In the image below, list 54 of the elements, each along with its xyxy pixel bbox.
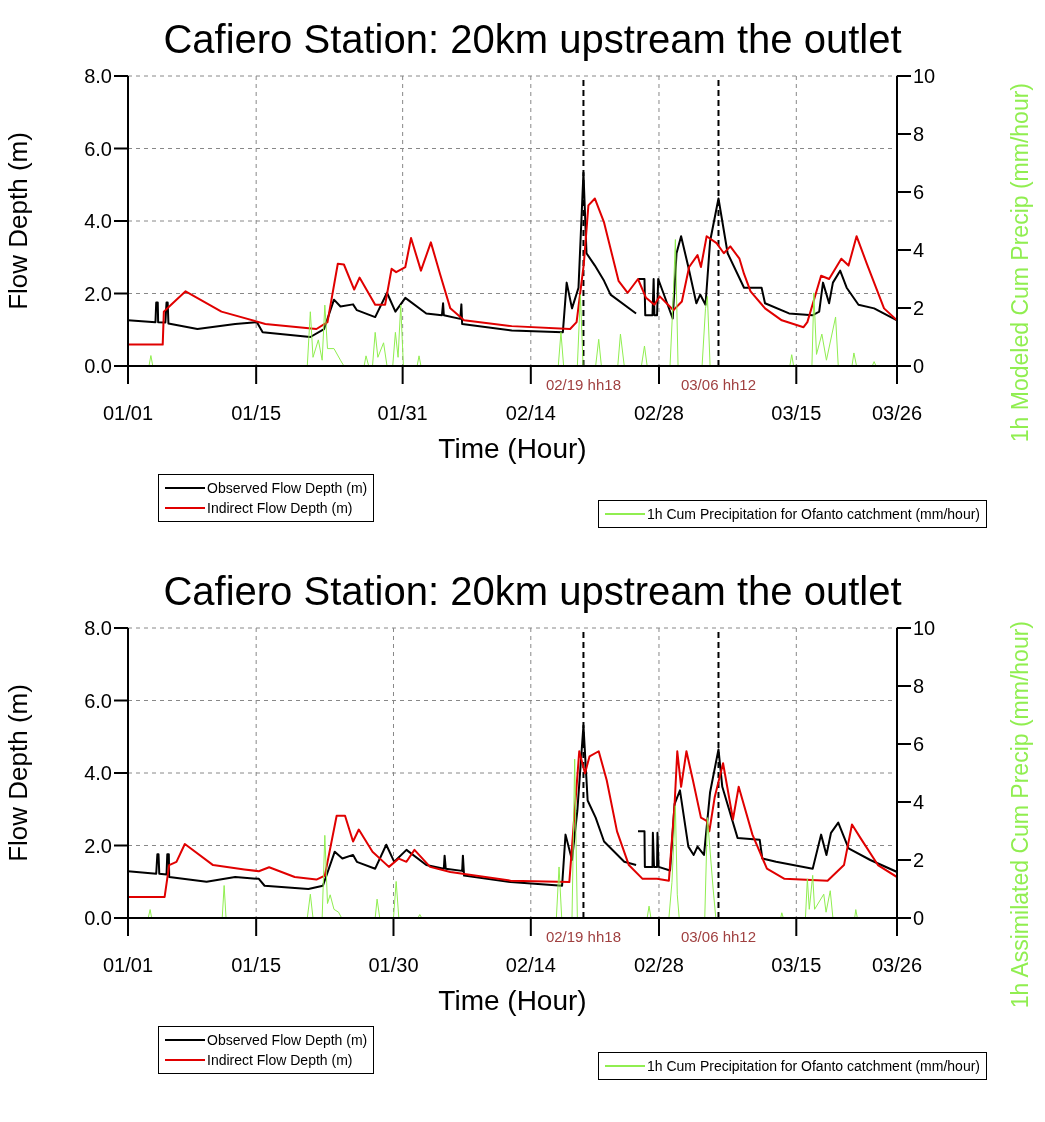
y-tick-label: 4.0 xyxy=(84,762,112,785)
y-tick-label: 0.0 xyxy=(84,907,112,930)
y2-tick-label: 4 xyxy=(913,791,925,814)
y-axis-title: Flow Depth (m) xyxy=(3,684,34,862)
y-tick-label: 6.0 xyxy=(84,689,112,712)
legend-label: Observed Flow Depth (m) xyxy=(207,1032,368,1048)
legend-label: Indirect Flow Depth (m) xyxy=(207,500,353,516)
y2-tick-label: 2 xyxy=(913,849,925,872)
legend-label: Observed Flow Depth (m) xyxy=(207,480,368,496)
x-tick-label: 03/26 xyxy=(871,954,923,977)
y2-tick-label: 8 xyxy=(913,675,925,698)
legend-label: 1h Cum Precipitation for Ofanto catchment (mm/hour) xyxy=(647,1058,981,1074)
x-tick-label: 02/14 xyxy=(505,402,556,425)
x-tick-label: 02/28 xyxy=(633,954,685,977)
y2-tick-label: 4 xyxy=(913,239,925,262)
legend-label: 1h Cum Precipitation for Ofanto catchment (mm/hour) xyxy=(647,506,981,522)
chart-title: Cafiero Station: 20km upstream the outlet xyxy=(163,569,902,613)
y2-tick-label: 2 xyxy=(913,297,925,320)
legend-label: Indirect Flow Depth (m) xyxy=(207,1052,353,1068)
ref-line-label: 03/06 hh12 xyxy=(680,928,757,945)
x-axis-title: Time (Hour) xyxy=(438,985,587,1016)
x-tick-label: 01/15 xyxy=(231,954,282,977)
y2-tick-label: 10 xyxy=(913,617,936,640)
x-tick-label: 01/15 xyxy=(231,402,282,425)
y2-tick-label: 0 xyxy=(913,907,925,930)
x-tick-label: 03/26 xyxy=(871,402,923,425)
x-tick-label: 02/14 xyxy=(505,954,556,977)
y2-tick-label: 6 xyxy=(913,181,925,204)
y2-tick-label: 0 xyxy=(913,355,925,378)
x-tick-label: 01/31 xyxy=(377,402,428,425)
y2-axis-title: 1h Assimilated Cum Precip (mm/hour) xyxy=(1006,621,1034,1009)
y-tick-label: 8.0 xyxy=(84,617,112,640)
y2-axis-title: 1h Modeled Cum Precip (mm/hour) xyxy=(1006,83,1034,443)
y2-tick-label: 8 xyxy=(913,123,925,146)
y2-tick-label: 10 xyxy=(913,65,936,88)
y-tick-label: 4.0 xyxy=(84,210,112,233)
x-axis-title: Time (Hour) xyxy=(438,433,587,464)
x-tick-label: 01/30 xyxy=(368,954,419,977)
x-tick-label: 03/15 xyxy=(771,402,822,425)
y2-tick-label: 6 xyxy=(913,733,925,756)
y-tick-label: 6.0 xyxy=(84,137,112,160)
ref-line-label: 02/19 hh18 xyxy=(545,376,621,393)
ref-line-label: 02/19 hh18 xyxy=(545,928,621,945)
y-tick-label: 2.0 xyxy=(84,834,112,857)
x-tick-label: 01/01 xyxy=(102,402,154,425)
y-axis-title: Flow Depth (m) xyxy=(3,132,34,310)
x-tick-label: 02/28 xyxy=(633,402,685,425)
y-tick-label: 8.0 xyxy=(84,65,112,88)
chart-title: Cafiero Station: 20km upstream the outlet xyxy=(163,17,902,61)
x-tick-label: 03/15 xyxy=(771,954,822,977)
x-tick-label: 01/01 xyxy=(102,954,154,977)
ref-line-label: 03/06 hh12 xyxy=(680,376,757,393)
y-tick-label: 0.0 xyxy=(84,355,112,378)
y-tick-label: 2.0 xyxy=(84,282,112,305)
